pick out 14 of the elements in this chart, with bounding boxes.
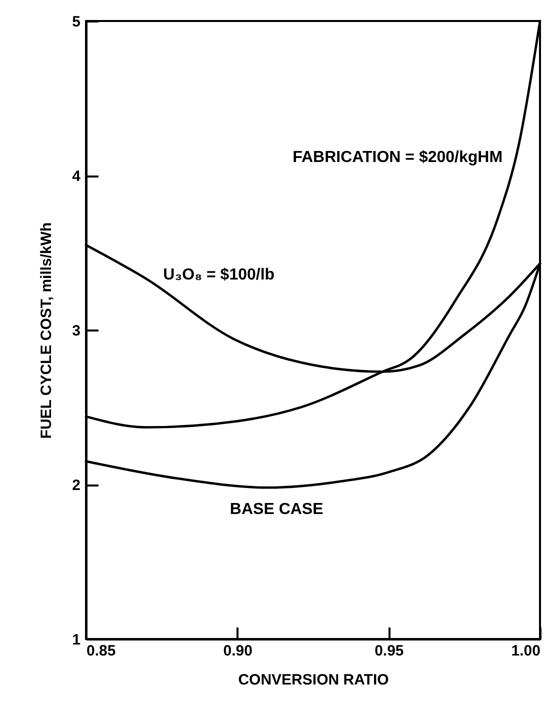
x-tick-label: 0.85 — [86, 642, 116, 660]
series-label: U₃O₈ = $100/lb — [163, 266, 275, 284]
y-tick-label: 5 — [72, 14, 80, 30]
y-tick-label: 2 — [72, 477, 80, 494]
x-tick-label: 0.95 — [374, 642, 404, 660]
y-axis-title: FUEL CYCLE COST, mills/kWh — [38, 222, 56, 439]
series-label: BASE CASE — [230, 501, 324, 518]
x-tick-label: 0.90 — [223, 642, 252, 660]
y-tick-label: 4 — [72, 168, 82, 185]
x-axis-title: CONVERSION RATIO — [238, 672, 390, 688]
x-tick-label: 1.00 — [511, 642, 540, 660]
series-label: FABRICATION = $200/kgHM — [292, 148, 503, 166]
y-tick-label: 3 — [72, 322, 80, 340]
y-tick-label: 1 — [72, 632, 80, 648]
